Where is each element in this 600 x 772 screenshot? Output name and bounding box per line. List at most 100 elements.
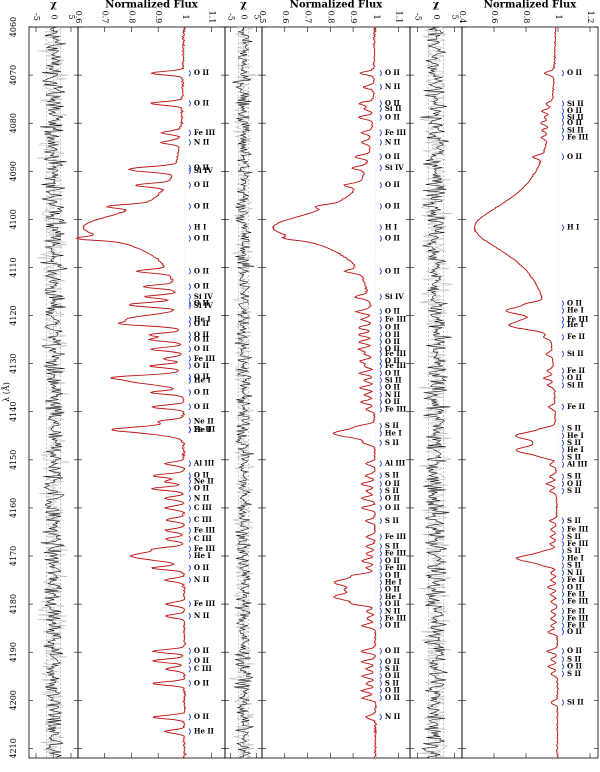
- flux-1-line-marker: [188, 647, 191, 655]
- flux-2-tick-label: 0.9: [349, 11, 358, 24]
- flux-3-line-label: Si II: [567, 99, 584, 108]
- flux-3-line-marker: [561, 350, 564, 358]
- flux-2-line-label: Si II: [385, 375, 402, 384]
- flux-2-line-marker: [379, 533, 382, 541]
- flux-1-line-marker: [188, 69, 191, 77]
- flux-2-line-label: Fe III: [385, 614, 406, 623]
- flux-1-line-label: O II: [194, 361, 209, 370]
- chi-1-tick-label: 5: [67, 14, 76, 19]
- chi-3-tick-label: -5: [413, 13, 422, 21]
- flux-3-line-marker: [561, 670, 564, 678]
- flux-3-line-label: O II: [567, 118, 582, 127]
- flux-3-line-marker: [561, 628, 564, 636]
- flux-3-line-marker: [561, 367, 564, 375]
- flux-1-line-label: N II: [194, 575, 209, 584]
- flux-2-line-marker: [379, 369, 382, 377]
- chi-1-residual-grey: [36, 26, 70, 759]
- flux-1-line-label: Fe III: [194, 425, 215, 434]
- flux-2-line-label: O II: [385, 112, 400, 121]
- flux-1-line-label: He I: [194, 425, 211, 434]
- chi-3-residual-black: [420, 26, 452, 759]
- flux-1-line-label: Fe III: [194, 354, 215, 363]
- flux-2-line-label: S II: [385, 664, 399, 673]
- flux-2-line-marker: [379, 324, 382, 331]
- flux-2-line-label: O II: [385, 234, 400, 243]
- flux-2-line-marker: [379, 608, 382, 615]
- flux-2-line-marker: [379, 504, 382, 512]
- flux-1-line-marker: [188, 345, 191, 353]
- flux-2-line-label: O II: [385, 599, 400, 608]
- flux-3-line-label: O II: [567, 373, 582, 382]
- flux-1-line-marker: [188, 224, 191, 231]
- flux-1-line-label: N II: [194, 611, 209, 620]
- flux-1-line-label: O II: [194, 471, 209, 480]
- flux-2-line-marker: [379, 308, 382, 316]
- flux-1-line-marker: [188, 362, 191, 370]
- chi-2-residual-grey: [229, 26, 258, 759]
- flux-3-tick-label: 0.4: [458, 11, 467, 24]
- wavelength-tick-label: 4180: [9, 594, 18, 614]
- flux-1-tick-label: 0.8: [127, 11, 136, 24]
- flux-1-line-marker: [188, 504, 191, 512]
- flux-2-line-label: He I: [385, 592, 402, 601]
- flux-2-line-label: O II: [385, 621, 400, 630]
- flux-3-line-marker: [561, 540, 564, 548]
- flux-1-line-label: O II: [194, 180, 209, 189]
- flux-1-line-marker: [188, 527, 191, 534]
- flux-3-line-marker: [561, 533, 564, 541]
- flux-1-tick-label: 1: [181, 14, 190, 19]
- flux-3-line-label: O II: [567, 106, 582, 115]
- flux-2-line-label: Fe III: [385, 549, 406, 558]
- chi-1-tick-label: -5: [32, 13, 41, 21]
- flux-2-line-marker: [379, 658, 382, 666]
- flux-2-line-marker: [379, 338, 382, 346]
- chi-2-tick-label: -5: [226, 13, 235, 21]
- flux-1-line-marker: [188, 665, 191, 673]
- flux-2-line-label: S II: [385, 516, 399, 525]
- flux-1-line-marker: [188, 377, 191, 384]
- flux-2-line-marker: [379, 83, 382, 91]
- flux-2-line-label: O II: [385, 201, 400, 210]
- flux-1-line-label: Fe III: [194, 599, 215, 608]
- flux-3-line-marker: [561, 153, 564, 161]
- flux-2-line-label: O II: [385, 307, 400, 316]
- flux-2-line-label: S II: [385, 541, 399, 550]
- flux-1-line-label: O II: [194, 646, 209, 655]
- flux-1-line-marker: [188, 713, 191, 721]
- flux-2-title: Normalized Flux: [290, 0, 383, 11]
- flux-2-line-marker: [379, 680, 382, 687]
- flux-3-line-label: Fe II: [567, 575, 585, 584]
- flux-2-line-label: O II: [385, 337, 400, 346]
- flux-3-line-label: S II: [567, 486, 581, 495]
- flux-3-line-label: S II: [567, 561, 581, 570]
- flux-3-line-label: Fe II: [567, 402, 585, 411]
- flux-3-line-label: Fe III: [567, 614, 588, 623]
- flux-2-line-label: O II: [385, 693, 400, 702]
- flux-3-line-label: S II: [567, 654, 581, 663]
- flux-1-line-marker: [188, 516, 191, 524]
- flux-2-line-marker: [379, 472, 382, 480]
- flux-1-tick-label: 0.9: [154, 11, 163, 24]
- flux-2-line-label: Al III: [384, 459, 405, 468]
- flux-3-line-marker: [561, 307, 564, 315]
- flux-2-line-label: O II: [385, 686, 400, 695]
- flux-3-line-label: Si II: [567, 112, 584, 121]
- flux-3-tick-label: 1: [554, 14, 563, 19]
- flux-1-title: Normalized Flux: [105, 0, 198, 11]
- flux-3-line-marker: [561, 316, 564, 323]
- flux-3-line-marker: [561, 300, 564, 307]
- flux-2-line-label: O II: [385, 266, 400, 275]
- flux-1-line-marker: [188, 426, 191, 434]
- flux-2-line-marker: [379, 391, 382, 399]
- flux-3-tick-label: 0.8: [522, 11, 531, 24]
- flux-3-line-marker: [561, 473, 564, 480]
- flux-2-line-marker: [379, 430, 382, 437]
- flux-2-line-label: O II: [385, 330, 400, 339]
- flux-2-line-label: O II: [385, 556, 400, 565]
- flux-3-line-label: He I: [567, 553, 584, 562]
- flux-1-line-marker: [188, 389, 191, 396]
- flux-3-line-marker: [561, 454, 564, 461]
- flux-3-line-marker: [561, 224, 564, 231]
